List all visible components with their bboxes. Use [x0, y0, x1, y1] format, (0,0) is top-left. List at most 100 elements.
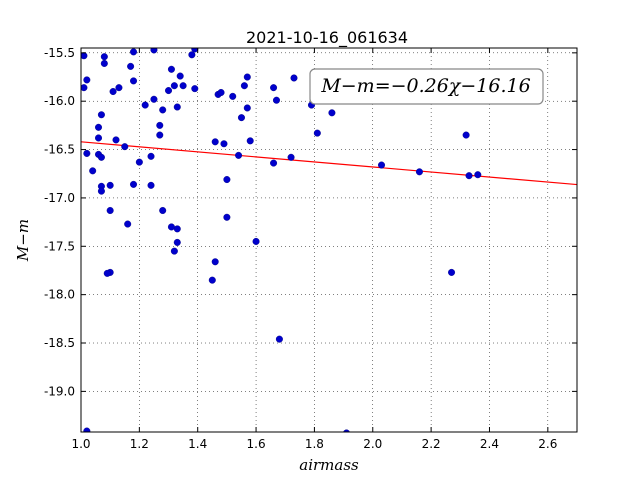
data-point	[165, 87, 173, 95]
data-point	[112, 136, 120, 144]
data-point	[97, 111, 105, 119]
data-point	[448, 268, 456, 276]
data-point	[290, 74, 298, 82]
data-point	[100, 53, 108, 61]
data-point	[240, 82, 248, 90]
data-point	[130, 77, 138, 85]
data-point	[246, 137, 254, 145]
data-point	[272, 96, 280, 104]
data-point	[173, 225, 181, 233]
fit-layer	[81, 141, 577, 186]
data-point	[159, 106, 167, 114]
data-point	[170, 82, 178, 90]
data-point	[141, 101, 149, 109]
data-point	[287, 153, 295, 161]
data-point	[150, 95, 158, 103]
data-point	[179, 82, 187, 90]
data-point	[103, 269, 111, 277]
chart-title: 2021-10-16_061634	[246, 28, 408, 48]
data-point	[81, 52, 88, 60]
data-point	[130, 180, 138, 188]
data-point	[130, 48, 138, 56]
data-point	[97, 187, 105, 195]
data-point	[89, 167, 97, 175]
y-tick-label: -17.5	[44, 239, 75, 253]
data-point	[97, 153, 105, 161]
data-point	[270, 159, 278, 167]
data-point	[83, 76, 91, 84]
data-point	[100, 59, 108, 67]
y-tick-label: -18.5	[44, 336, 75, 350]
x-tick-label: 2.2	[422, 437, 441, 451]
data-point	[167, 65, 175, 73]
fit-line	[81, 141, 577, 186]
data-point	[156, 121, 164, 129]
x-tick-label: 2.0	[363, 437, 382, 451]
y-tick-label: -15.5	[44, 46, 75, 60]
data-point	[188, 51, 196, 59]
data-point	[275, 335, 283, 343]
data-point	[83, 427, 91, 432]
annotation-box	[309, 68, 544, 105]
data-point	[220, 140, 228, 148]
data-point	[211, 258, 219, 266]
data-point	[127, 62, 135, 70]
data-point	[415, 168, 423, 176]
data-point	[378, 161, 386, 169]
data-point	[217, 88, 225, 96]
y-tick-label: -18.0	[44, 288, 75, 302]
x-tick-label: 1.0	[71, 437, 90, 451]
x-tick-label: 1.4	[188, 437, 207, 451]
data-point	[465, 172, 473, 180]
y-tick-label: -17.0	[44, 191, 75, 205]
x-tick-label: 2.4	[480, 437, 499, 451]
x-axis-label: airmass	[299, 456, 359, 474]
x-tick-label: 1.6	[247, 437, 266, 451]
data-point	[121, 143, 129, 151]
y-tick-label: -19.0	[44, 384, 75, 398]
data-point	[328, 109, 336, 117]
y-tick-labels: -15.5 -16.0 -16.5 -17.0 -17.5 -18.0 -18.5 -19.0	[44, 46, 75, 399]
x-tick-label: 1.8	[305, 437, 324, 451]
x-tick-labels: 1.0 1.2 1.4 1.6 1.8 2.0 2.2 2.4 2.6	[71, 437, 557, 451]
x-tick-label: 1.2	[130, 437, 149, 451]
data-point	[167, 223, 175, 231]
points-layer	[81, 48, 482, 432]
y-tick-label: -16.0	[44, 94, 75, 108]
data-point	[191, 85, 199, 93]
data-point	[135, 158, 143, 166]
data-point	[81, 84, 88, 92]
fit-equation-annotation: M−m=−0.26χ−16.16	[320, 75, 530, 97]
data-point	[211, 138, 219, 146]
data-point	[156, 131, 164, 139]
data-point	[150, 48, 158, 54]
data-point	[176, 72, 184, 80]
data-point	[147, 181, 155, 189]
data-point	[235, 151, 243, 159]
data-point	[173, 103, 181, 111]
data-point	[95, 134, 103, 142]
data-point	[237, 114, 245, 122]
data-point	[115, 84, 123, 92]
data-point	[170, 247, 178, 255]
data-point	[223, 176, 231, 184]
y-tick-label: -16.5	[44, 143, 75, 157]
data-point	[229, 92, 237, 100]
data-point	[173, 238, 181, 246]
data-point	[270, 84, 278, 92]
data-point	[106, 206, 114, 214]
x-tick-label: 2.6	[538, 437, 557, 451]
data-point	[243, 73, 251, 81]
data-point	[313, 129, 321, 137]
data-point	[474, 171, 482, 179]
data-point	[83, 149, 91, 157]
ticks	[80, 48, 577, 432]
data-point	[109, 88, 117, 96]
plot-area	[81, 48, 577, 432]
data-point	[343, 429, 350, 432]
y-axis-label: M−m	[14, 219, 32, 262]
data-point	[252, 237, 260, 245]
data-point	[95, 123, 103, 131]
data-point	[159, 206, 167, 214]
